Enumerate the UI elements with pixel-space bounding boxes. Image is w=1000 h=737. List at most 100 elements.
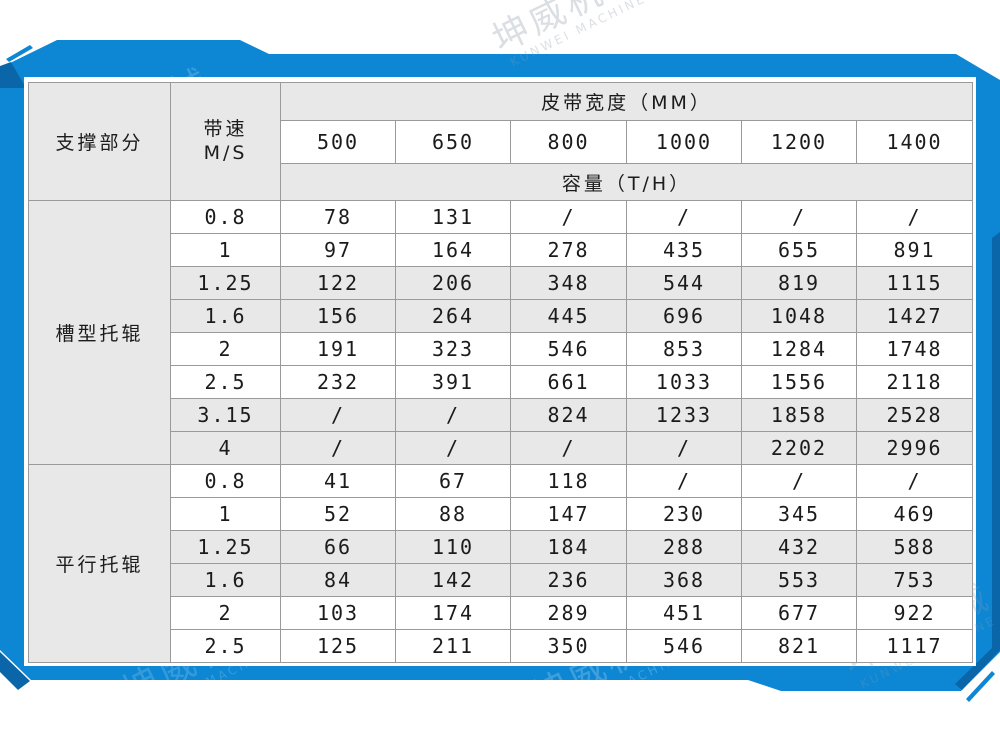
capacity-value-cell: / [280, 398, 396, 432]
capacity-value-cell: 661 [510, 365, 627, 399]
capacity-header: 容量（T/H） [279, 163, 974, 201]
speed-cell: 1.6 [170, 299, 281, 333]
capacity-value-cell: 391 [395, 365, 511, 399]
capacity-value-cell: 1284 [741, 332, 857, 366]
speed-cell: 1.6 [170, 563, 281, 597]
capacity-value-cell: / [626, 200, 742, 234]
speed-cell: 3.15 [170, 398, 281, 432]
capacity-value-cell: 368 [626, 563, 742, 597]
capacity-value-cell: 103 [280, 596, 396, 630]
capacity-value-cell: / [741, 200, 857, 234]
capacity-value-cell: 432 [741, 530, 857, 564]
capacity-value-cell: 451 [626, 596, 742, 630]
capacity-value-cell: 824 [510, 398, 627, 432]
capacity-value-cell: 125 [280, 629, 396, 663]
capacity-value-cell: 288 [626, 530, 742, 564]
capacity-value-cell: 1048 [741, 299, 857, 333]
belt-width-header: 皮带宽度（MM） [279, 82, 974, 121]
capacity-value-cell: 184 [510, 530, 627, 564]
capacity-value-cell: 655 [741, 233, 857, 267]
speed-cell: 1 [170, 233, 281, 267]
table-row: 平行托辊 0.8 41 67 118// / [28, 464, 974, 663]
capacity-value-cell: / [741, 464, 857, 498]
capacity-value-cell: 289 [510, 596, 627, 630]
speed-cell: 2.5 [170, 629, 281, 663]
capacity-value-cell: 122 [280, 266, 396, 300]
capacity-value-cell: / [855, 464, 974, 498]
capacity-value-cell: 264 [395, 299, 511, 333]
table-row: 1 97 164 278 435 655 891 [29, 233, 974, 267]
group-label: 平行托辊 [28, 464, 171, 663]
capacity-value-cell: / [510, 431, 627, 465]
capacity-value-cell: 211 [395, 629, 511, 663]
capacity-value-cell: 2118 [855, 365, 974, 399]
belt-speed-header: 带速 M/S [170, 82, 281, 201]
frame-right-dark-strip [955, 232, 1000, 690]
speed-cell: 1.25 [170, 266, 281, 300]
capacity-value-cell: 142 [395, 563, 511, 597]
capacity-value-cell: / [395, 431, 511, 465]
table-row: 1.6 156 264 445 696 1048 1427 [29, 299, 974, 333]
capacity-value-cell: 2202 [741, 431, 857, 465]
frame-topleft-stripe-icon [6, 45, 33, 62]
capacity-value-cell: 445 [510, 299, 627, 333]
belt-width-value: 500 [280, 120, 396, 164]
speed-cell: 0.8 [170, 464, 281, 498]
table-row: 2.5 125 211 350 546 821 1117 [29, 629, 974, 663]
capacity-value-cell: 1427 [855, 299, 974, 333]
capacity-value-cell: 2996 [855, 431, 974, 465]
speed-cell: 4 [170, 431, 281, 465]
capacity-value-cell: 110 [395, 530, 511, 564]
table-row: 2 191 323 546 853 1284 1748 [29, 332, 974, 366]
capacity-value-cell: 131 [395, 200, 511, 234]
capacity-value-cell: 191 [280, 332, 396, 366]
speed-cell: 1 [170, 497, 281, 531]
capacity-value-cell: 696 [626, 299, 742, 333]
capacity-value-cell: 853 [626, 332, 742, 366]
table-row: 1 52 88 147 230 345 469 [29, 497, 974, 531]
capacity-value-cell: 1117 [855, 629, 974, 663]
capacity-value-cell: 164 [395, 233, 511, 267]
capacity-value-cell: 546 [626, 629, 742, 663]
frame-bottomleft-dark-wedge [0, 652, 30, 690]
capacity-value-cell: 469 [855, 497, 974, 531]
capacity-value-cell: 78 [280, 200, 396, 234]
capacity-value-cell: 278 [510, 233, 627, 267]
support-part-header: 支撑部分 [28, 82, 171, 201]
speed-cell: 2 [170, 596, 281, 630]
capacity-value-cell: 156 [280, 299, 396, 333]
capacity-value-cell: 753 [855, 563, 974, 597]
speed-cell: 2 [170, 332, 281, 366]
speed-cell: 2.5 [170, 365, 281, 399]
capacity-value-cell: 435 [626, 233, 742, 267]
capacity-value-cell: 1556 [741, 365, 857, 399]
table-row: 2.5 232 391 661 1033 1556 2118 [29, 365, 974, 399]
capacity-value-cell: 350 [510, 629, 627, 663]
capacity-value-cell: 891 [855, 233, 974, 267]
capacity-value-cell: 67 [395, 464, 511, 498]
capacity-value-cell: 546 [510, 332, 627, 366]
capacity-value-cell: / [855, 200, 974, 234]
capacity-value-cell: 1858 [741, 398, 857, 432]
table-row: 1.25 66 110 184 288 432 588 [29, 530, 974, 564]
belt-width-value: 1000 [626, 120, 742, 164]
capacity-value-cell: 345 [741, 497, 857, 531]
table-row: 1.6 84 142 236 368 553 753 [29, 563, 974, 597]
frame-bottomright-stripe-icon [966, 671, 995, 702]
capacity-value-cell: / [395, 398, 511, 432]
capacity-value-cell: 97 [280, 233, 396, 267]
capacity-value-cell: 348 [510, 266, 627, 300]
speed-cell: 1.25 [170, 530, 281, 564]
capacity-value-cell: 677 [741, 596, 857, 630]
capacity-value-cell: / [626, 431, 742, 465]
capacity-value-cell: 52 [280, 497, 396, 531]
table-row: 1.25 122 206 348 544 819 1115 [29, 266, 974, 300]
capacity-value-cell: 553 [741, 563, 857, 597]
table-row: 槽型托辊 0.8 78 131// / / [28, 200, 974, 465]
capacity-value-cell: 84 [280, 563, 396, 597]
capacity-value-cell: 323 [395, 332, 511, 366]
capacity-value-cell: / [510, 200, 627, 234]
capacity-value-cell: 174 [395, 596, 511, 630]
belt-speed-header-line2: M/S [203, 141, 248, 164]
capacity-value-cell: 88 [395, 497, 511, 531]
